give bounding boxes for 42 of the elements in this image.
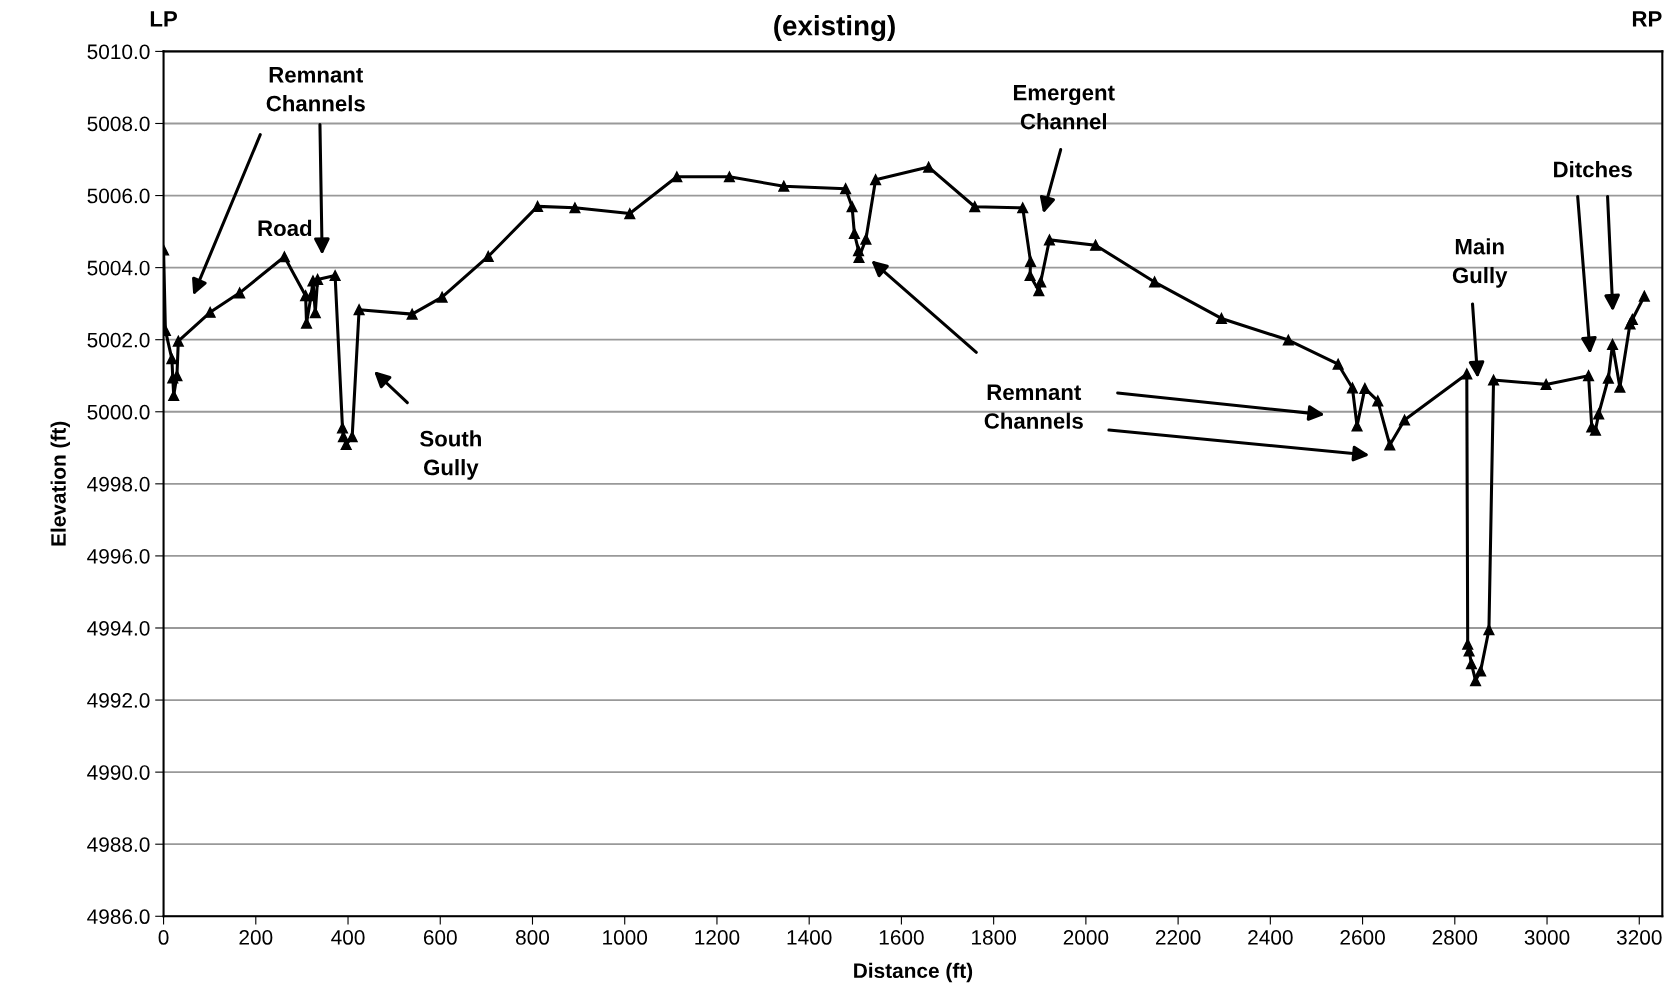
y-tick-label: 4988.0 — [87, 837, 150, 852]
x-tick-label: 2400 — [1248, 930, 1293, 945]
x-tick-label: 3200 — [1616, 930, 1662, 945]
x-tick-label: 2000 — [1063, 930, 1109, 945]
y-tick-label: 5004.0 — [87, 260, 150, 276]
annotation: South Gully — [420, 430, 481, 480]
y-axis-title: Elevation (ft) — [50, 421, 70, 546]
y-tick-label: 5000.0 — [87, 404, 150, 420]
x-axis-title: Distance (ft) — [854, 962, 973, 983]
x-tick-label: 0 — [158, 930, 169, 945]
x-tick-label: 1800 — [972, 930, 1017, 945]
x-tick-label: 600 — [423, 930, 457, 945]
x-tick-label: 3000 — [1524, 930, 1570, 945]
chart-title: (existing) — [774, 15, 895, 42]
y-tick-label: 4994.0 — [87, 620, 150, 636]
text: LP — [150, 11, 177, 27]
annotation: Road — [258, 219, 312, 237]
x-tick-label: 1600 — [879, 930, 924, 945]
x-tick-label: 2200 — [1155, 930, 1201, 945]
y-tick-label: 4996.0 — [87, 548, 150, 564]
y-tick-label: 4986.0 — [87, 909, 150, 925]
y-tick-label: 4998.0 — [87, 476, 150, 492]
y-tick-label: 4990.0 — [87, 765, 150, 780]
text: RP — [1632, 11, 1662, 27]
x-tick-label: 400 — [331, 930, 365, 945]
y-tick-label: 5008.0 — [87, 116, 150, 132]
annotation: Emergent Channel — [1013, 85, 1115, 130]
x-tick-label: 1400 — [787, 930, 832, 945]
y-tick-label: 4992.0 — [87, 693, 150, 708]
annotation: Remnant Channels — [266, 67, 365, 112]
x-tick-label: 1000 — [603, 930, 648, 945]
annotation: Ditches — [1554, 161, 1632, 178]
y-tick-label: 5010.0 — [87, 44, 150, 60]
x-tick-label: 200 — [239, 930, 273, 945]
x-tick-label: 800 — [516, 930, 550, 945]
annotation: Main Gully — [1452, 238, 1508, 288]
x-tick-label: 2800 — [1432, 930, 1478, 945]
annotation: Remnant Channels — [984, 384, 1083, 429]
x-tick-label: 1200 — [695, 930, 740, 945]
y-tick-label: 5006.0 — [87, 188, 150, 204]
y-tick-label: 5002.0 — [87, 332, 150, 348]
x-tick-label: 2600 — [1340, 930, 1385, 945]
